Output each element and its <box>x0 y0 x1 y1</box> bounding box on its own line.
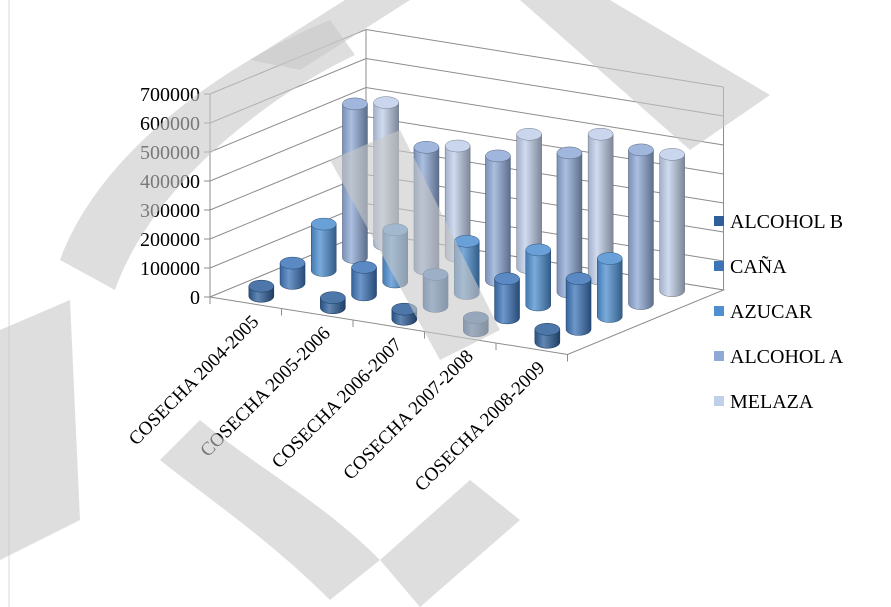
legend-swatch <box>714 216 724 226</box>
legend: ALCOHOL B CAÑA AZUCAR ALCOHOL A MELAZA <box>714 211 844 413</box>
legend-label: ALCOHOL A <box>730 346 844 368</box>
watermark <box>0 0 770 607</box>
cylinder <box>311 217 337 277</box>
cylinder <box>659 148 685 297</box>
legend-swatch <box>714 396 724 406</box>
cylinder-top <box>320 291 346 304</box>
watermark-stroke <box>520 0 770 150</box>
legend-label: CAÑA <box>730 254 787 278</box>
cylinder-top <box>628 143 654 157</box>
cylinder-body <box>565 278 592 336</box>
cylinder-top <box>534 323 561 336</box>
cylinder-top <box>373 96 399 109</box>
watermark-stroke <box>160 420 380 600</box>
cylinder-top <box>525 243 551 257</box>
legend-item: AZUCAR <box>714 301 813 323</box>
cylinder-body <box>597 258 623 323</box>
watermark-stroke <box>60 20 355 290</box>
cylinder-top <box>351 261 377 274</box>
cylinder <box>525 243 551 312</box>
cylinder-top <box>587 127 614 141</box>
watermark-stroke <box>330 130 500 360</box>
cylinder-body <box>485 155 511 287</box>
y-tick-label: 100000 <box>140 258 200 280</box>
y-tick-label: 0 <box>190 287 200 309</box>
cylinder-top <box>454 235 480 248</box>
cylinder-body <box>351 267 377 302</box>
gridline <box>209 86 724 153</box>
cylinder-top <box>279 256 306 270</box>
y-tick-label: 200000 <box>140 229 200 251</box>
cylinder <box>556 146 583 299</box>
legend-item: ALCOHOL A <box>714 346 844 368</box>
legend-swatch <box>714 351 724 361</box>
cylinder-top <box>659 148 685 161</box>
cylinder-top <box>565 272 592 285</box>
cylinder-top <box>444 139 471 153</box>
legend-label: MELAZA <box>730 391 814 413</box>
legend-item: ALCOHOL B <box>714 211 843 233</box>
cylinder-body <box>525 249 551 312</box>
watermark-stroke <box>380 480 520 607</box>
cylinder-body <box>494 278 520 325</box>
cylinder <box>485 149 511 287</box>
cylinder-body <box>628 149 654 310</box>
cylinder-top <box>516 128 542 141</box>
cylinder <box>534 323 561 349</box>
cylinder-top <box>556 146 583 160</box>
cylinder-top <box>413 141 440 154</box>
cylinder <box>248 279 275 303</box>
cylinder-top <box>485 149 511 163</box>
cylinder <box>494 272 520 325</box>
cylinder-top <box>311 217 337 231</box>
y-tick-label: 700000 <box>140 84 200 106</box>
watermark-stroke <box>0 300 80 560</box>
legend-item: CAÑA <box>714 254 787 278</box>
cylinder <box>320 291 346 315</box>
cylinder-top <box>342 97 368 111</box>
cylinder-body <box>659 154 685 297</box>
cylinder <box>597 252 623 323</box>
legend-item: MELAZA <box>714 391 814 413</box>
cylinder-body <box>279 262 306 290</box>
cylinder <box>279 256 306 290</box>
cylinder <box>628 143 654 310</box>
cylinder-body <box>311 223 337 277</box>
legend-swatch <box>714 261 724 271</box>
legend-swatch <box>714 306 724 316</box>
cylinder-top <box>597 252 623 265</box>
cylinder <box>351 261 377 302</box>
cylinder-top <box>494 272 520 285</box>
legend-label: AZUCAR <box>730 301 813 323</box>
cylinder <box>565 272 592 336</box>
cylinder-top <box>248 279 275 293</box>
legend-label: ALCOHOL B <box>730 211 843 233</box>
cylinder <box>516 128 542 274</box>
